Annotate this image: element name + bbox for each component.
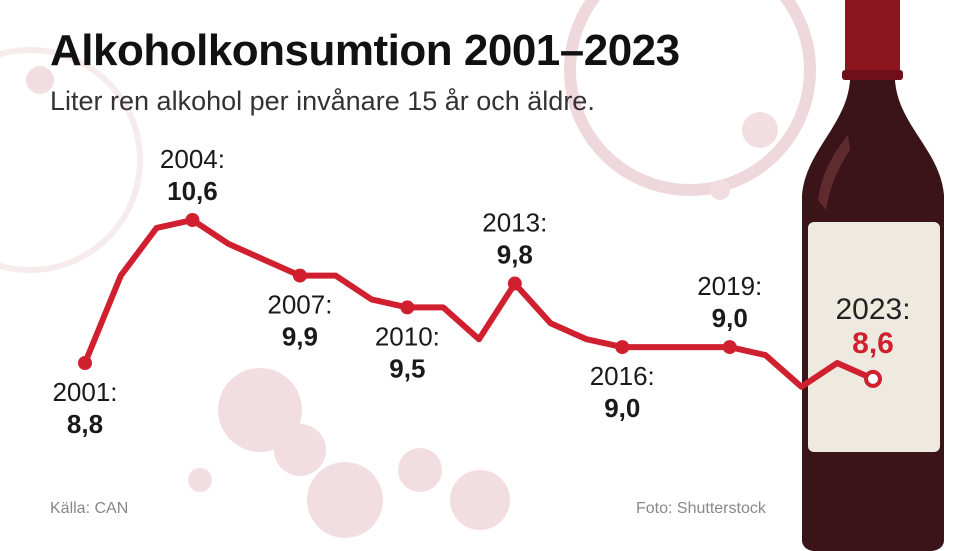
- bottle-shine: [818, 135, 850, 210]
- value-label-2001: 8,8: [67, 409, 103, 439]
- value-label-2023: 8,6: [852, 327, 894, 360]
- chart-subtitle: Liter ren alkohol per invånare 15 år och…: [50, 86, 595, 116]
- stain-blob-1: [218, 368, 302, 452]
- year-label-2010: 2010:: [375, 321, 440, 351]
- wine-bottle-image: [802, 0, 944, 551]
- data-point-2019: [722, 340, 737, 355]
- stain-blob-9: [188, 468, 212, 492]
- value-label-2013: 9,8: [497, 240, 533, 270]
- data-point-2004: [185, 213, 200, 227]
- year-label-2013: 2013:: [482, 208, 547, 238]
- stain-blob-2: [274, 424, 326, 476]
- series-line: [82, 217, 876, 390]
- source-note: Källa: CAN: [50, 500, 129, 517]
- value-label-2004: 10,6: [167, 176, 218, 206]
- data-point-2023: [864, 369, 882, 388]
- stain-blob-4: [398, 448, 442, 492]
- stain-blob-5: [450, 470, 510, 530]
- year-label-2001: 2001:: [52, 377, 117, 407]
- value-label-2010: 9,5: [389, 353, 425, 383]
- year-label-2023: 2023:: [835, 293, 910, 326]
- year-label-2016: 2016:: [590, 361, 655, 391]
- bottle-cap-ring: [842, 70, 903, 80]
- chart-title: Alkoholkonsumtion 2001–2023: [50, 26, 680, 75]
- stain-blob-3: [307, 462, 383, 538]
- bottle-label: [808, 222, 940, 452]
- wine-stains: [0, 0, 816, 538]
- stain-blob-8: [26, 66, 54, 94]
- bottle-cap: [845, 0, 900, 78]
- data-point-2016: [615, 340, 630, 355]
- data-point-2007: [292, 268, 307, 283]
- year-label-2007: 2007:: [267, 290, 332, 320]
- value-label-2016: 9,0: [604, 393, 640, 423]
- stain-blob-7: [710, 180, 730, 200]
- year-label-2019: 2019:: [697, 271, 762, 301]
- data-point-2013: [507, 276, 522, 291]
- data-point-2010: [400, 300, 415, 315]
- stain-ring-left: [0, 47, 143, 273]
- value-label-2007: 9,9: [282, 322, 318, 352]
- photo-credit: Foto: Shutterstock: [636, 500, 766, 517]
- year-label-2004: 2004:: [160, 144, 225, 174]
- stain-ring-top: [564, 0, 816, 196]
- stain-blob-6: [742, 112, 778, 148]
- value-label-2019: 9,0: [712, 303, 748, 333]
- data-point-2001: [78, 356, 92, 370]
